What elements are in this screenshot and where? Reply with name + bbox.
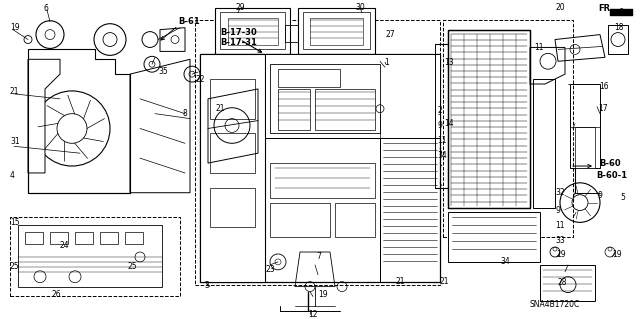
- Text: 33: 33: [555, 236, 564, 245]
- Text: 24: 24: [60, 241, 70, 249]
- Polygon shape: [265, 54, 440, 138]
- Text: 35: 35: [158, 67, 168, 76]
- Text: B-61: B-61: [178, 17, 200, 26]
- Text: 21: 21: [10, 87, 19, 96]
- Text: 9: 9: [437, 121, 442, 130]
- Bar: [100, 232, 118, 244]
- Polygon shape: [210, 133, 255, 173]
- Text: 21: 21: [215, 104, 225, 113]
- Text: 22: 22: [196, 75, 205, 84]
- Bar: [75, 232, 93, 244]
- Polygon shape: [200, 54, 265, 282]
- Text: 27: 27: [385, 30, 395, 39]
- Polygon shape: [210, 79, 255, 119]
- Text: 23: 23: [265, 265, 275, 274]
- Polygon shape: [28, 59, 60, 173]
- Polygon shape: [448, 30, 530, 208]
- Text: 11: 11: [534, 43, 543, 52]
- Text: 13: 13: [444, 58, 454, 67]
- Polygon shape: [160, 28, 185, 51]
- Text: 9: 9: [555, 206, 560, 215]
- Bar: [125, 232, 143, 244]
- Text: 34: 34: [437, 151, 447, 160]
- Text: 32: 32: [555, 188, 564, 197]
- Text: 12: 12: [308, 310, 317, 319]
- Text: 6: 6: [44, 4, 49, 13]
- Text: 30: 30: [355, 4, 365, 12]
- Polygon shape: [298, 8, 375, 54]
- Text: B-60-1: B-60-1: [596, 171, 627, 181]
- Text: 18: 18: [614, 23, 623, 32]
- Text: B-17-30: B-17-30: [220, 28, 257, 37]
- Text: 2: 2: [437, 106, 442, 115]
- Text: 3: 3: [204, 281, 209, 290]
- Polygon shape: [220, 12, 285, 49]
- Text: 25: 25: [128, 262, 138, 271]
- Bar: [10, 218, 180, 296]
- Text: 34: 34: [500, 257, 509, 266]
- Polygon shape: [215, 8, 290, 54]
- Text: 21: 21: [440, 277, 449, 286]
- Text: 19: 19: [318, 290, 328, 299]
- Text: 21: 21: [395, 277, 404, 286]
- Polygon shape: [210, 188, 255, 227]
- Text: 9: 9: [598, 191, 603, 200]
- Text: 8: 8: [182, 109, 187, 118]
- Text: 16: 16: [599, 83, 609, 92]
- Polygon shape: [200, 54, 440, 282]
- Polygon shape: [448, 212, 540, 262]
- Text: 11: 11: [555, 221, 564, 230]
- Text: 1: 1: [384, 58, 388, 67]
- Text: 31: 31: [10, 137, 20, 146]
- Text: 19: 19: [556, 250, 566, 259]
- Bar: [443, 20, 573, 237]
- Bar: [195, 20, 440, 285]
- Text: 29: 29: [235, 4, 244, 12]
- Text: 26: 26: [52, 290, 61, 299]
- Text: 17: 17: [598, 104, 607, 113]
- Polygon shape: [18, 225, 162, 286]
- Text: B-60: B-60: [599, 159, 621, 167]
- Text: 19: 19: [10, 23, 20, 32]
- Text: 11: 11: [437, 136, 447, 145]
- Polygon shape: [130, 59, 190, 193]
- Text: 4: 4: [10, 171, 15, 181]
- Polygon shape: [303, 12, 370, 49]
- Text: 5: 5: [620, 193, 625, 202]
- Text: 20: 20: [555, 4, 564, 12]
- Text: 7: 7: [316, 252, 321, 262]
- Text: 15: 15: [10, 218, 20, 227]
- Text: 19: 19: [612, 250, 621, 259]
- Text: SNA4B1720C: SNA4B1720C: [530, 300, 580, 309]
- Bar: [575, 127, 595, 168]
- Bar: [50, 232, 68, 244]
- Polygon shape: [540, 265, 595, 301]
- Text: 28: 28: [558, 278, 568, 287]
- Text: B-17-31: B-17-31: [220, 38, 257, 47]
- Text: 25: 25: [10, 262, 20, 271]
- Text: FR.: FR.: [598, 4, 614, 13]
- Bar: [25, 232, 43, 244]
- Polygon shape: [28, 49, 130, 193]
- Text: 14: 14: [444, 119, 454, 128]
